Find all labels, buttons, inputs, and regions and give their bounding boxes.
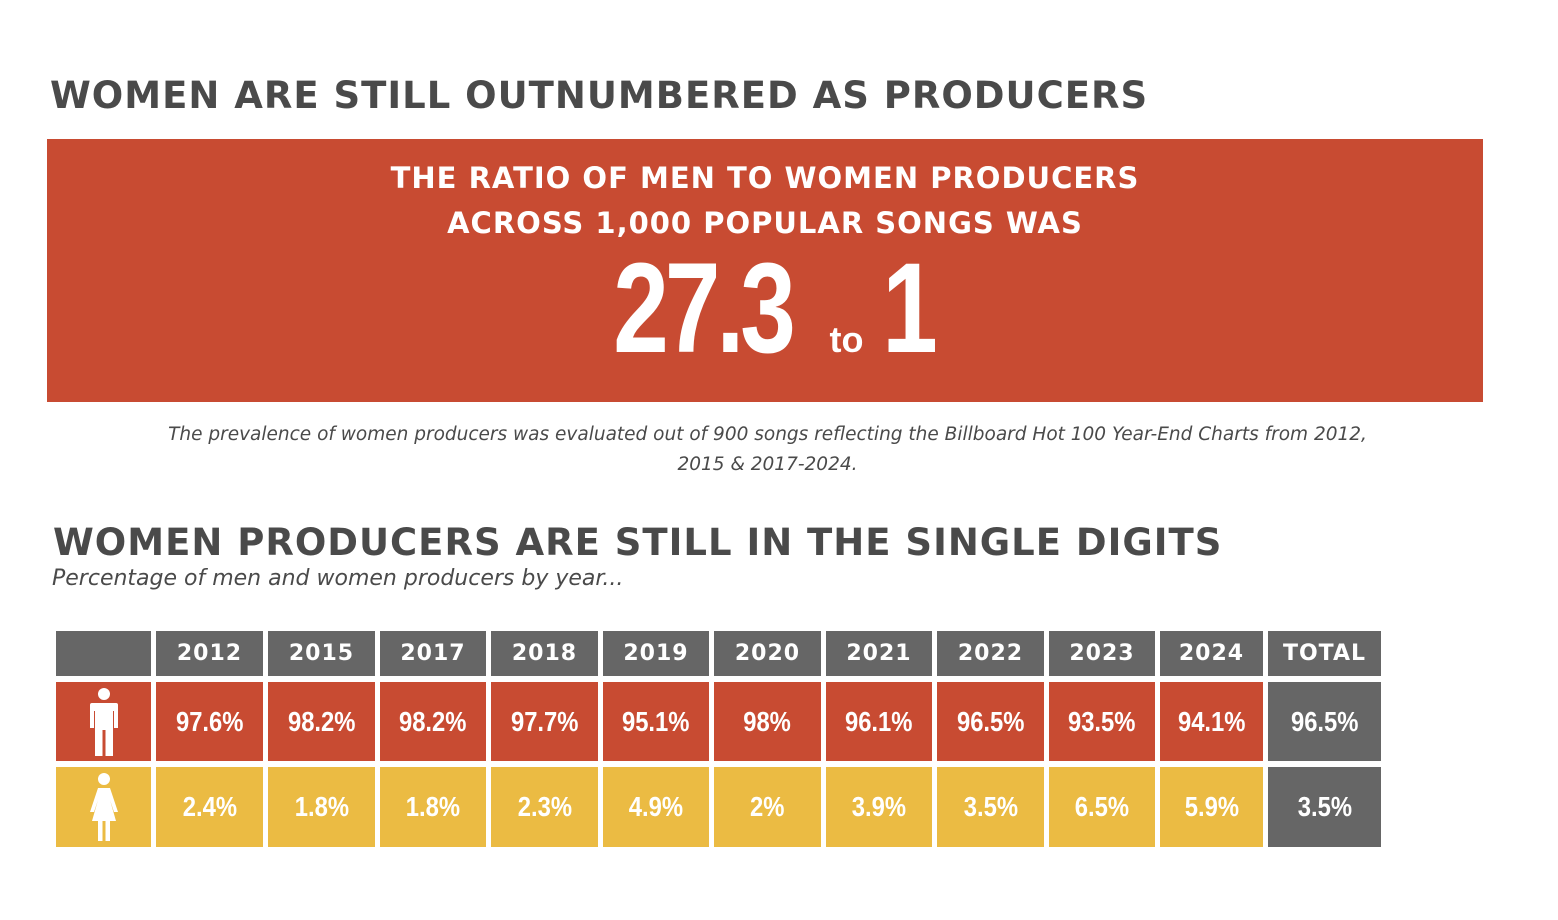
men-value-label: 97.6% bbox=[175, 705, 244, 737]
women-value-label: 1.8% bbox=[294, 791, 349, 822]
women-value-label: 3.5% bbox=[1297, 791, 1352, 822]
men-value-label: 98% bbox=[743, 705, 792, 737]
table-header-corner bbox=[56, 631, 151, 676]
men-value-label: 95.1% bbox=[622, 705, 690, 737]
women-value-2021: 3.9% bbox=[826, 767, 932, 847]
men-value-2021: 96.1% bbox=[826, 682, 932, 761]
men-value-2012: 97.6% bbox=[156, 682, 263, 761]
column-header-2020: 2020 bbox=[714, 631, 821, 676]
column-header-2019: 2019 bbox=[603, 631, 709, 676]
women-value-label: 1.8% bbox=[405, 791, 461, 822]
column-header-2024: 2024 bbox=[1160, 631, 1263, 676]
column-header-2012: 2012 bbox=[156, 631, 263, 676]
women-value-label: 2% bbox=[750, 791, 785, 822]
men-value-2020: 98% bbox=[714, 682, 821, 761]
men-value-label: 98.2% bbox=[287, 705, 356, 737]
men-value-label: 97.7% bbox=[510, 705, 579, 737]
women-value-label: 3.5% bbox=[963, 791, 1018, 822]
ratio-values: 27.3 to 1 bbox=[47, 239, 1483, 379]
men-value-2015: 98.2% bbox=[268, 682, 375, 761]
women-value-2017: 1.8% bbox=[380, 767, 486, 847]
women-value-2019: 4.9% bbox=[603, 767, 709, 847]
men-value-label: 96.5% bbox=[1290, 705, 1359, 737]
column-header-2023: 2023 bbox=[1049, 631, 1155, 676]
women-value-2018: 2.3% bbox=[491, 767, 598, 847]
section-subtitle: Percentage of men and women producers by… bbox=[52, 566, 624, 591]
men-value-2024: 94.1% bbox=[1160, 682, 1263, 761]
women-value-2015: 1.8% bbox=[268, 767, 375, 847]
women-value-label: 4.9% bbox=[628, 791, 684, 822]
women-value-2022: 3.5% bbox=[937, 767, 1044, 847]
woman-icon bbox=[56, 767, 151, 847]
women-value-2024: 5.9% bbox=[1160, 767, 1263, 847]
men-value-label: 96.5% bbox=[956, 705, 1025, 737]
section-title: WOMEN PRODUCERS ARE STILL IN THE SINGLE … bbox=[53, 521, 1223, 564]
column-header-total: TOTAL bbox=[1268, 631, 1381, 676]
ratio-to-word: to bbox=[829, 319, 864, 360]
women-value-label: 2.4% bbox=[182, 791, 237, 822]
main-title: WOMEN ARE STILL OUTNUMBERED AS PRODUCERS bbox=[50, 74, 1149, 117]
men-value-label: 94.1% bbox=[1177, 705, 1246, 737]
ratio-text-line2: ACROSS 1,000 POPULAR SONGS WAS bbox=[447, 206, 1083, 240]
ratio-banner: THE RATIO OF MEN TO WOMEN PRODUCERS ACRO… bbox=[47, 139, 1483, 402]
men-value-2018: 97.7% bbox=[491, 682, 598, 761]
women-value-2012: 2.4% bbox=[156, 767, 263, 847]
women-value-label: 6.5% bbox=[1074, 791, 1130, 822]
methodology-note: The prevalence of women producers was ev… bbox=[168, 424, 1367, 475]
women-value-label: 3.9% bbox=[851, 791, 907, 822]
men-value-total: 96.5% bbox=[1268, 682, 1381, 761]
column-header-2021: 2021 bbox=[826, 631, 932, 676]
ratio-text-line1: THE RATIO OF MEN TO WOMEN PRODUCERS bbox=[390, 161, 1140, 195]
men-value-label: 93.5% bbox=[1068, 705, 1136, 737]
ratio-men-value: 27.3 bbox=[613, 237, 797, 380]
women-value-label: 2.3% bbox=[517, 791, 572, 822]
women-value-label: 5.9% bbox=[1184, 791, 1239, 822]
men-value-label: 98.2% bbox=[399, 705, 467, 737]
column-header-2018: 2018 bbox=[491, 631, 598, 676]
women-value-2020: 2% bbox=[714, 767, 821, 847]
column-header-2017: 2017 bbox=[380, 631, 486, 676]
men-value-2017: 98.2% bbox=[380, 682, 486, 761]
men-value-2023: 93.5% bbox=[1049, 682, 1155, 761]
column-header-2022: 2022 bbox=[937, 631, 1044, 676]
men-value-2019: 95.1% bbox=[603, 682, 709, 761]
women-value-total: 3.5% bbox=[1268, 767, 1381, 847]
men-value-label: 96.1% bbox=[845, 705, 913, 737]
man-icon bbox=[56, 682, 151, 761]
women-value-2023: 6.5% bbox=[1049, 767, 1155, 847]
men-value-2022: 96.5% bbox=[937, 682, 1044, 761]
ratio-women-value: 1 bbox=[882, 237, 939, 380]
column-header-2015: 2015 bbox=[268, 631, 375, 676]
